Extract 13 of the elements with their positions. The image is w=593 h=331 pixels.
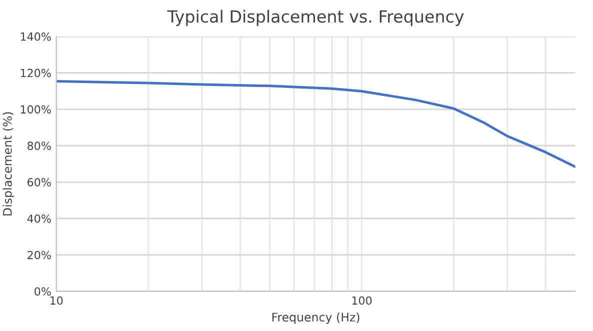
y-axis-title: Displacement (%) xyxy=(2,112,14,216)
chart-title: Typical Displacement vs. Frequency xyxy=(167,10,464,26)
x-tick-label: 10 xyxy=(50,296,63,305)
y-tick-label: 120% xyxy=(20,68,51,78)
y-tick-label: 0% xyxy=(34,287,51,296)
x-axis-title: Frequency (Hz) xyxy=(272,312,360,324)
y-tick-label: 20% xyxy=(28,250,51,260)
y-tick-label: 40% xyxy=(27,214,51,223)
y-tick-label: 100% xyxy=(20,105,51,114)
y-tick-label: 140% xyxy=(20,32,51,41)
y-tick-label: 80% xyxy=(28,142,51,150)
y-tick-label: 60% xyxy=(28,178,51,186)
x-tick-label: 100 xyxy=(352,296,372,305)
